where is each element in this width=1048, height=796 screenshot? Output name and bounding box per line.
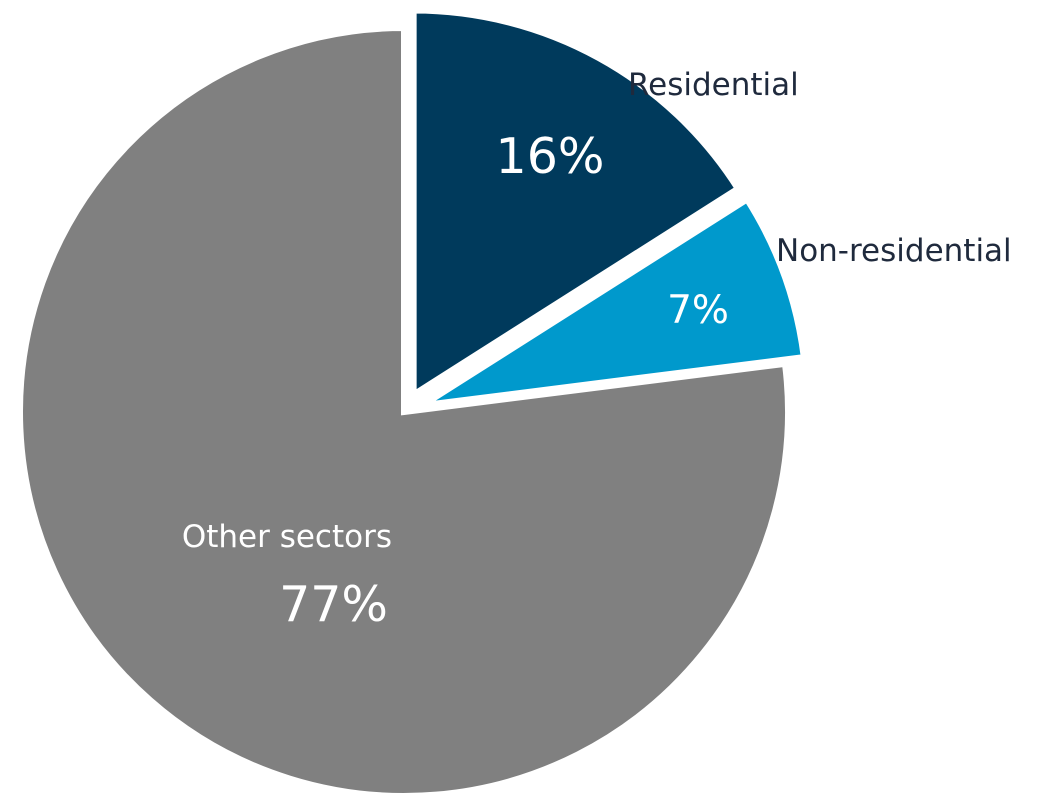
slice-label-other-sectors: Other sectors	[182, 519, 392, 555]
pie-labels: Residential 16% Non-residential 7% Other sec…	[182, 67, 1012, 633]
pie-slice-residential	[410, 7, 742, 400]
slice-value-non-residential: 7%	[667, 288, 729, 333]
slice-value-residential: 16%	[496, 128, 605, 185]
slice-value-other-sectors: 77%	[279, 576, 388, 633]
pie-slice-other-sectors	[17, 24, 791, 796]
pie-slices	[17, 7, 808, 796]
slice-label-non-residential: Non-residential	[776, 233, 1012, 269]
pie-slice-non-residential	[421, 195, 808, 409]
slice-label-residential: Residential	[628, 67, 799, 103]
